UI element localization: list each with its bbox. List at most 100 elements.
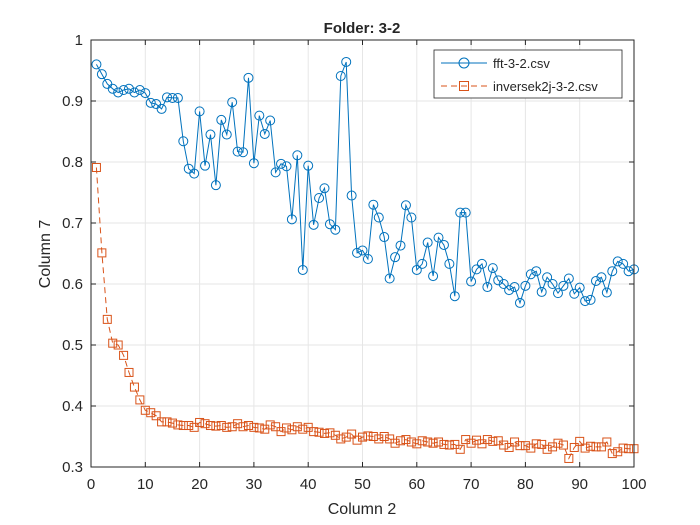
data-point-fft-3-2	[471, 264, 482, 275]
series-fft-3-2	[91, 56, 639, 308]
data-point-fft-3-2	[238, 147, 249, 158]
data-point-inversek2j-3-2	[569, 442, 579, 452]
data-point-fft-3-2	[482, 282, 493, 293]
data-point-fft-3-2	[384, 273, 395, 284]
data-point-inversek2j-3-2	[591, 442, 601, 452]
data-point-inversek2j-3-2	[178, 421, 188, 431]
data-point-fft-3-2	[542, 272, 553, 283]
data-point-inversek2j-3-2	[396, 436, 406, 446]
data-point-inversek2j-3-2	[265, 420, 275, 430]
data-point-fft-3-2	[509, 282, 520, 293]
data-point-fft-3-2	[476, 258, 487, 269]
data-point-fft-3-2	[373, 212, 384, 223]
data-point-inversek2j-3-2	[537, 439, 547, 449]
data-point-inversek2j-3-2	[243, 421, 253, 431]
data-point-inversek2j-3-2	[173, 420, 183, 430]
data-point-inversek2j-3-2	[586, 441, 596, 451]
data-point-fft-3-2	[205, 129, 216, 140]
data-point-inversek2j-3-2	[227, 422, 237, 432]
data-point-fft-3-2	[330, 224, 341, 235]
x-axis-ticks: 0 10 20 30 40 50 60 70 80 90 100	[87, 40, 647, 493]
y-axis-label: Column 7	[37, 220, 54, 289]
data-point-inversek2j-3-2	[211, 421, 221, 431]
data-point-inversek2j-3-2	[564, 453, 574, 463]
data-point-inversek2j-3-2	[292, 422, 302, 432]
x-tick-label: 100	[621, 476, 646, 493]
data-point-inversek2j-3-2	[553, 438, 563, 448]
data-point-inversek2j-3-2	[184, 421, 194, 431]
data-point-fft-3-2	[129, 87, 140, 98]
data-point-inversek2j-3-2	[531, 439, 541, 449]
data-point-inversek2j-3-2	[347, 429, 357, 439]
data-point-inversek2j-3-2	[423, 437, 433, 447]
data-point-fft-3-2	[552, 288, 563, 299]
data-point-fft-3-2	[145, 97, 156, 108]
x-tick-label: 60	[408, 476, 425, 493]
x-tick-label: 10	[137, 476, 154, 493]
data-point-inversek2j-3-2	[368, 432, 378, 441]
data-point-inversek2j-3-2	[439, 439, 449, 449]
data-point-fft-3-2	[270, 167, 281, 178]
data-point-fft-3-2	[601, 287, 612, 298]
data-point-inversek2j-3-2	[542, 444, 552, 454]
data-point-fft-3-2	[265, 115, 276, 126]
data-point-fft-3-2	[422, 237, 433, 248]
y-tick-label: 1	[75, 32, 83, 49]
data-point-fft-3-2	[216, 114, 227, 125]
data-point-fft-3-2	[276, 158, 287, 169]
data-point-fft-3-2	[428, 271, 439, 282]
data-point-inversek2j-3-2	[151, 411, 161, 421]
data-point-inversek2j-3-2	[406, 437, 416, 447]
data-point-fft-3-2	[167, 92, 178, 103]
data-point-fft-3-2	[357, 245, 368, 256]
data-point-inversek2j-3-2	[341, 432, 351, 442]
data-point-inversek2j-3-2	[238, 422, 248, 432]
data-point-fft-3-2	[487, 263, 498, 274]
data-point-fft-3-2	[596, 272, 607, 283]
data-point-inversek2j-3-2	[314, 427, 324, 437]
data-point-inversek2j-3-2	[602, 437, 612, 447]
data-point-inversek2j-3-2	[488, 436, 498, 446]
data-point-fft-3-2	[281, 161, 292, 172]
data-point-fft-3-2	[493, 275, 504, 286]
data-point-inversek2j-3-2	[254, 423, 264, 433]
data-point-fft-3-2	[232, 146, 243, 157]
data-point-fft-3-2	[504, 285, 515, 296]
data-point-inversek2j-3-2	[444, 440, 454, 450]
data-point-inversek2j-3-2	[417, 436, 427, 446]
data-point-fft-3-2	[466, 276, 477, 287]
data-point-fft-3-2	[243, 72, 254, 83]
data-point-fft-3-2	[520, 280, 531, 291]
data-point-inversek2j-3-2	[233, 419, 243, 429]
data-point-inversek2j-3-2	[91, 162, 101, 172]
data-point-inversek2j-3-2	[287, 425, 297, 435]
data-point-fft-3-2	[379, 232, 390, 243]
data-point-inversek2j-3-2	[412, 439, 422, 449]
y-tick-label: 0.5	[62, 337, 83, 354]
data-point-fft-3-2	[303, 160, 314, 171]
data-point-fft-3-2	[455, 207, 466, 218]
data-point-inversek2j-3-2	[482, 435, 492, 445]
x-tick-label: 20	[191, 476, 208, 493]
data-point-inversek2j-3-2	[135, 395, 145, 405]
data-point-inversek2j-3-2	[162, 417, 172, 427]
data-point-inversek2j-3-2	[575, 436, 585, 446]
data-point-inversek2j-3-2	[271, 422, 281, 432]
data-point-inversek2j-3-2	[124, 367, 134, 377]
data-point-fft-3-2	[438, 239, 449, 250]
y-tick-label: 0.6	[62, 276, 83, 293]
data-point-inversek2j-3-2	[189, 422, 199, 432]
data-point-inversek2j-3-2	[157, 417, 167, 427]
data-point-inversek2j-3-2	[281, 423, 291, 433]
data-point-inversek2j-3-2	[434, 437, 444, 447]
data-point-fft-3-2	[227, 97, 238, 108]
data-point-fft-3-2	[590, 275, 601, 286]
data-point-inversek2j-3-2	[298, 424, 308, 434]
data-point-fft-3-2	[107, 83, 118, 94]
data-point-fft-3-2	[547, 279, 558, 289]
data-point-inversek2j-3-2	[455, 444, 465, 454]
data-point-fft-3-2	[433, 232, 444, 243]
data-point-fft-3-2	[623, 266, 634, 277]
data-point-fft-3-2	[335, 70, 346, 81]
